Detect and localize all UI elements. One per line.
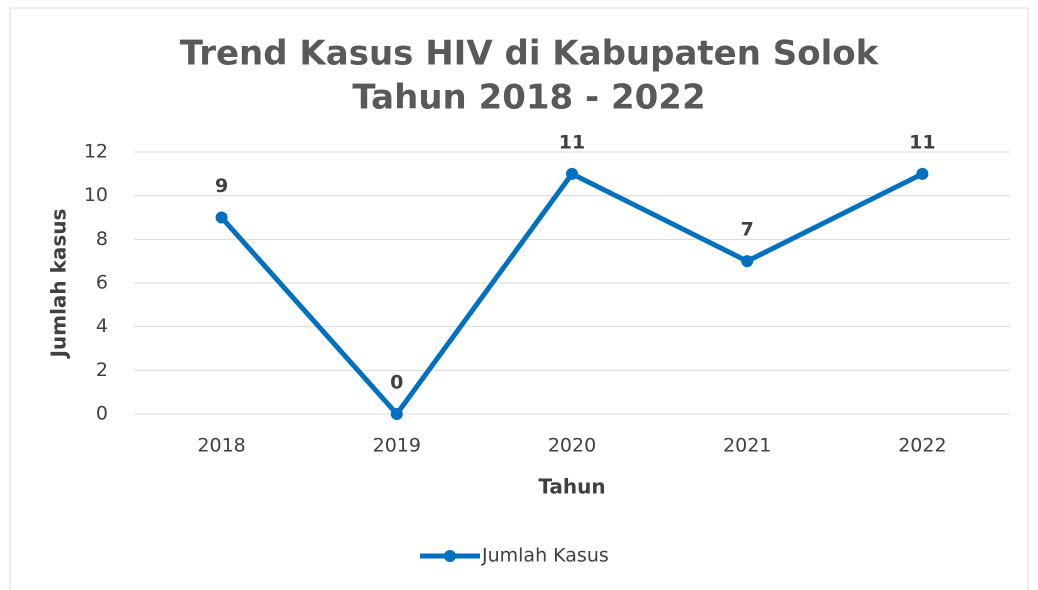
y-tick-label: 8 xyxy=(96,228,108,250)
y-tick-label: 0 xyxy=(96,403,108,425)
legend-label: Jumlah Kasus xyxy=(481,545,609,567)
y-tick-label: 2 xyxy=(96,359,108,381)
chart-frame xyxy=(9,7,1029,590)
data-label: 7 xyxy=(741,219,754,241)
chart-title: Tahun 2018 - 2022 xyxy=(352,78,705,118)
data-label: 11 xyxy=(559,131,585,153)
data-point xyxy=(390,408,403,420)
data-point xyxy=(916,167,929,180)
y-tick-label: 12 xyxy=(84,141,108,163)
y-tick-label: 4 xyxy=(96,315,108,337)
x-tick-label: 2021 xyxy=(723,435,771,457)
x-tick-label: 2020 xyxy=(548,435,596,457)
x-tick-label: 2019 xyxy=(373,435,421,457)
data-point xyxy=(215,211,228,224)
x-axis-label: Tahun xyxy=(538,475,605,499)
x-tick-label: 2018 xyxy=(197,435,245,457)
data-point xyxy=(741,255,754,268)
data-point xyxy=(566,167,578,180)
y-tick-label: 6 xyxy=(96,272,108,294)
y-tick-label: 10 xyxy=(84,184,108,206)
data-label: 9 xyxy=(215,175,228,197)
x-tick-label: 2022 xyxy=(898,435,946,457)
legend-marker xyxy=(444,550,456,562)
chart-title: Trend Kasus HIV di Kabupaten Solok xyxy=(180,34,880,74)
data-label: 0 xyxy=(390,372,403,394)
data-label: 11 xyxy=(909,131,935,153)
y-axis-label: Jumlah kasus xyxy=(47,209,71,360)
